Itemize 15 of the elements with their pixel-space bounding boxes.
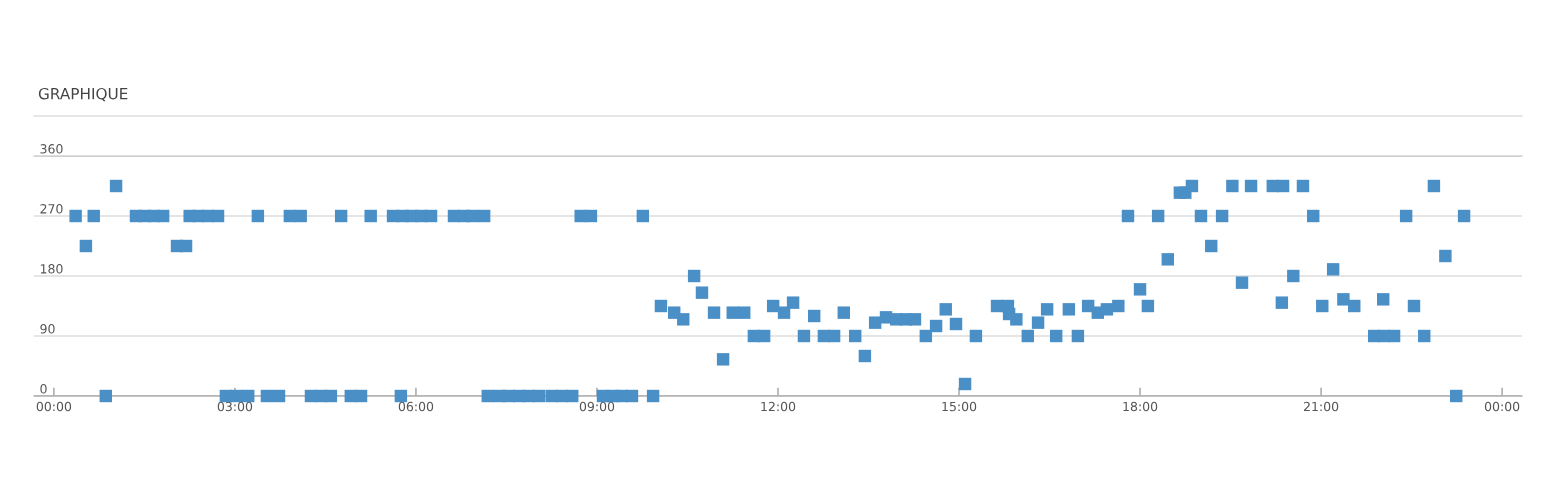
y-tick-label: 360 xyxy=(40,144,63,154)
y-tick-label: 90 xyxy=(40,324,55,334)
y-tick-label: 0 xyxy=(40,384,47,394)
y-tick-label: 270 xyxy=(40,204,63,214)
x-tick-label: 12:00 xyxy=(761,401,796,412)
chart-title: GRAPHIQUE xyxy=(38,87,128,102)
x-tick-label: 15:00 xyxy=(942,401,977,412)
x-tick-label: 06:00 xyxy=(398,401,434,412)
y-tick-label: 180 xyxy=(40,264,63,274)
x-tick-label: 00:00 xyxy=(1484,401,1520,412)
x-tick-label: 09:00 xyxy=(579,401,615,412)
x-tick-label: 18:00 xyxy=(1123,401,1158,412)
x-tick-label: 00:00 xyxy=(36,401,72,412)
x-tick-label: 03:00 xyxy=(217,401,253,412)
x-tick-label: 21:00 xyxy=(1303,401,1339,412)
